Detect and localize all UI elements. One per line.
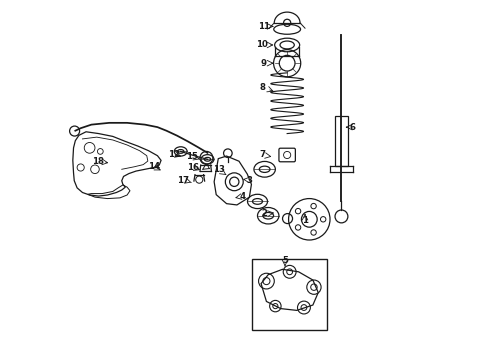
- Text: 16: 16: [187, 163, 199, 172]
- Text: 5: 5: [282, 256, 288, 265]
- Text: 13: 13: [213, 166, 225, 175]
- Text: 15: 15: [186, 152, 198, 161]
- Text: 8: 8: [259, 83, 265, 92]
- Text: 12: 12: [168, 150, 180, 159]
- Text: 1: 1: [302, 216, 308, 225]
- Text: 18: 18: [92, 157, 104, 166]
- Text: 6: 6: [349, 123, 355, 132]
- Text: 7: 7: [259, 150, 265, 159]
- Bar: [252, 258, 327, 330]
- Text: 2: 2: [261, 210, 267, 219]
- Text: 4: 4: [239, 192, 245, 201]
- Text: 14: 14: [148, 162, 160, 171]
- Text: 3: 3: [246, 176, 253, 185]
- Text: 11: 11: [258, 22, 270, 31]
- Text: 9: 9: [261, 59, 267, 68]
- Text: 17: 17: [177, 176, 190, 185]
- Text: 10: 10: [256, 40, 268, 49]
